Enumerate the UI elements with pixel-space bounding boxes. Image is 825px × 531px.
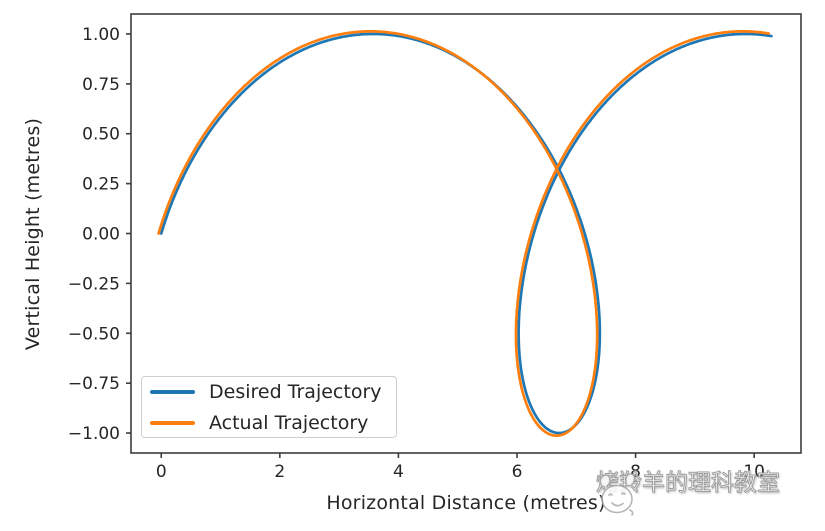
- x-tick-label: 10: [743, 462, 765, 482]
- y-tick-label: −0.50: [68, 324, 120, 344]
- x-tick-label: 4: [393, 462, 404, 482]
- actual-trajectory-line: [157, 30, 771, 437]
- y-tick-label: 0.75: [82, 75, 120, 95]
- x-tick-label: 6: [512, 462, 523, 482]
- x-tick-label: 0: [156, 462, 167, 482]
- y-tick-label: −1.00: [68, 424, 120, 444]
- y-tick-label: −0.25: [68, 274, 120, 294]
- legend-label-actual: Actual Trajectory: [209, 411, 369, 434]
- desired-trajectory-swatch: [150, 389, 195, 394]
- y-tick-label: 0.50: [82, 125, 120, 145]
- axes-spines: [130, 13, 802, 454]
- x-tick-label: 8: [630, 462, 641, 482]
- legend: Desired Trajectory Actual Trajectory: [141, 376, 397, 438]
- y-tick-label: 1.00: [82, 25, 120, 45]
- antelope-head-icon: [599, 473, 636, 516]
- actual-trajectory-swatch: [150, 420, 195, 425]
- y-tick-label: 0.25: [82, 175, 120, 195]
- x-axis-label: Horizontal Distance (metres): [326, 492, 606, 514]
- watermark: 烤羚羊的理科教室: [596, 471, 781, 516]
- x-tick-label: 2: [274, 462, 285, 482]
- desired-trajectory-line: [159, 32, 773, 435]
- y-axis-label: Vertical Height (metres): [22, 117, 44, 351]
- y-tick-label: 0.00: [82, 225, 120, 245]
- y-tick-label: −0.75: [68, 374, 120, 394]
- legend-item-desired: Desired Trajectory: [150, 381, 386, 403]
- legend-item-actual: Actual Trajectory: [150, 412, 386, 434]
- legend-label-desired: Desired Trajectory: [209, 380, 382, 403]
